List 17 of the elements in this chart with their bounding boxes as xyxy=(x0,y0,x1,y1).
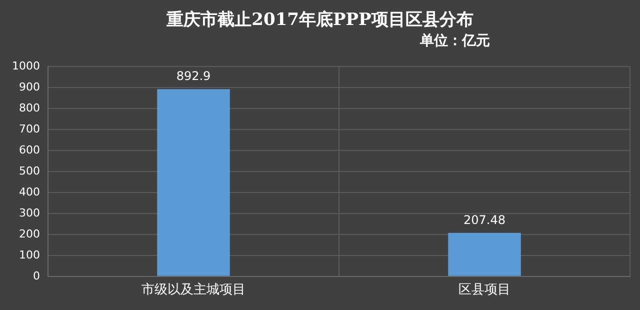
y-tick-label: 100 xyxy=(18,248,40,262)
x-tick-label: 区县项目 xyxy=(458,282,510,298)
x-tick-label: 市级以及主城项目 xyxy=(141,282,246,298)
y-tick-label: 900 xyxy=(18,80,40,94)
y-tick-label: 600 xyxy=(18,143,40,156)
y-tick-label: 0 xyxy=(32,269,40,282)
y-tick-label: 700 xyxy=(18,122,40,136)
data-label: 892.9 xyxy=(176,69,211,84)
y-tick-label: 500 xyxy=(18,164,40,178)
y-tick-label: 400 xyxy=(18,185,40,198)
chart-subtitle: 单位：亿元 xyxy=(420,32,490,50)
y-tick-label: 800 xyxy=(18,101,40,114)
y-tick-label: 200 xyxy=(18,227,40,240)
chart-title: 重庆市截止2017年底PPP项目区县分布 xyxy=(166,9,474,31)
data-label: 207.48 xyxy=(464,212,506,227)
y-tick-label: 1000 xyxy=(12,59,40,72)
y-tick-label: 300 xyxy=(18,206,40,220)
